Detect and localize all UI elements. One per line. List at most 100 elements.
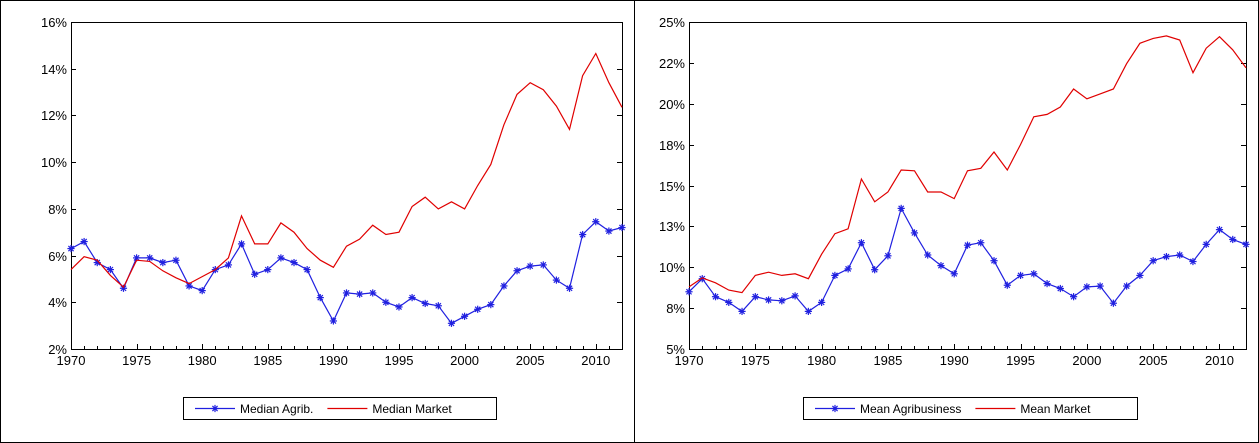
median-agri-point <box>159 258 167 267</box>
mean-y-tick-label: 5% <box>666 342 685 357</box>
mean-agri-point <box>884 252 892 260</box>
mean-agri-point <box>1215 226 1224 234</box>
mean-agri-point <box>1123 282 1131 290</box>
mean-y-tick-label: 8% <box>666 301 685 316</box>
median-market-legend-label: Median Market <box>372 402 452 416</box>
median-agri-point <box>552 276 561 284</box>
median-agri-point <box>395 303 403 311</box>
median-x-tick-label: 1990 <box>319 353 348 368</box>
mean-agri-point <box>804 307 812 315</box>
median-plot-area <box>71 22 623 350</box>
mean-y-tick-label: 18% <box>659 138 685 153</box>
mean-x-tick-label: 1970 <box>675 353 704 368</box>
mean-agri-point <box>1109 299 1117 307</box>
mean-agri-point <box>1030 270 1038 278</box>
mean-agri-point <box>1189 257 1197 266</box>
median-agri-legend-label: Median Agrib. <box>240 402 313 416</box>
mean-agri-point <box>1242 240 1250 248</box>
median-y-tick-label: 6% <box>48 249 67 264</box>
mean-agri-point <box>1149 257 1157 265</box>
mean-agri-point <box>1162 253 1171 261</box>
median-agri-point <box>487 301 495 309</box>
median-x-tick-label: 1995 <box>385 353 414 368</box>
mean-agri-point <box>924 251 932 259</box>
mean-y-tick-label: 25% <box>659 15 685 30</box>
mean-agri-point <box>963 241 972 249</box>
mean-agri-point <box>937 262 945 270</box>
median-agri-point <box>526 262 534 270</box>
mean-y-tick-label: 22% <box>659 56 685 71</box>
median-agri-point <box>408 294 416 302</box>
median-agri-point <box>356 290 364 298</box>
right-panel-frame <box>634 0 1259 443</box>
median-agri-point <box>369 289 377 297</box>
median-agri-series-line <box>70 220 623 325</box>
mean-agri-point <box>1056 284 1064 293</box>
mean-agri-point <box>844 265 852 273</box>
mean-agri-point <box>977 239 985 247</box>
mean-agri-point <box>818 298 826 307</box>
left-panel-frame <box>0 0 635 443</box>
median-agri-point <box>224 261 233 269</box>
mean-agri-point <box>1202 240 1210 248</box>
mean-agri-point <box>857 239 866 247</box>
median-y-tick-label: 10% <box>41 155 67 170</box>
mean-returns-chart: 5% 8% 10% 13% 15% 18% 20% 22% 25% 1970 1975 1980 198… <box>659 15 1250 420</box>
median-x-tick-label: 1970 <box>57 353 86 368</box>
mean-agri-point <box>1176 251 1184 259</box>
median-agri-point <box>579 230 587 239</box>
mean-x-tick-label: 2010 <box>1205 353 1234 368</box>
mean-agri-point <box>1016 271 1025 280</box>
median-agri-point <box>565 284 574 292</box>
median-agri-point <box>539 261 547 269</box>
mean-legend-box <box>803 397 1138 420</box>
mean-agri-series-line <box>688 206 1247 313</box>
mean-agri-point <box>950 270 958 278</box>
mean-agri-point <box>778 297 786 305</box>
median-agri-point <box>290 258 298 267</box>
median-agri-point <box>513 267 521 275</box>
mean-agri-point <box>1083 283 1091 291</box>
median-agri-legend-marker <box>211 404 219 413</box>
mean-y-tick-label: 13% <box>659 219 685 234</box>
mean-y-tick-label: 20% <box>659 97 685 112</box>
median-y-tick-label: 16% <box>41 15 67 30</box>
median-agri-point <box>474 305 482 313</box>
median-agri-point <box>447 319 456 327</box>
mean-agri-point <box>910 229 919 237</box>
median-agri-point <box>618 223 626 232</box>
mean-x-tick-label: 1985 <box>873 353 902 368</box>
median-x-tick-label: 2000 <box>450 353 479 368</box>
median-agri-point <box>277 254 285 262</box>
median-agri-point <box>421 299 429 308</box>
median-y-tick-label: 2% <box>48 342 67 357</box>
median-x-tick-label: 2005 <box>516 353 545 368</box>
median-agri-point <box>80 237 88 246</box>
mean-agri-point <box>1096 282 1104 290</box>
median-agri-point <box>264 265 272 274</box>
median-y-tick-label: 12% <box>41 108 67 123</box>
median-returns-chart: 2% 4% 6% 8% 10% 12% 14% 16% 1970 1975 1980 1985 1990… <box>41 15 626 420</box>
mean-agri-point <box>1069 293 1078 301</box>
mean-agri-legend-marker <box>831 404 839 413</box>
median-agri-point <box>500 282 508 290</box>
mean-agri-point <box>685 288 693 296</box>
median-agri-point <box>605 227 613 235</box>
mean-x-tick-label: 1975 <box>741 353 770 368</box>
mean-x-tick-label: 1980 <box>807 353 836 368</box>
mean-x-tick-label: 1995 <box>1006 353 1035 368</box>
median-agri-point <box>251 270 259 278</box>
median-agri-point <box>434 302 442 310</box>
median-agri-point <box>67 244 75 253</box>
median-x-tick-label: 1980 <box>188 353 217 368</box>
median-y-tick-label: 8% <box>48 202 67 217</box>
mean-agri-point <box>871 266 879 274</box>
median-agri-point <box>460 312 469 320</box>
mean-agri-point <box>751 293 759 301</box>
median-y-tick-label: 14% <box>41 62 67 77</box>
mean-agri-point <box>725 298 733 307</box>
median-agri-point <box>382 298 390 306</box>
median-market-series-line <box>70 52 623 289</box>
